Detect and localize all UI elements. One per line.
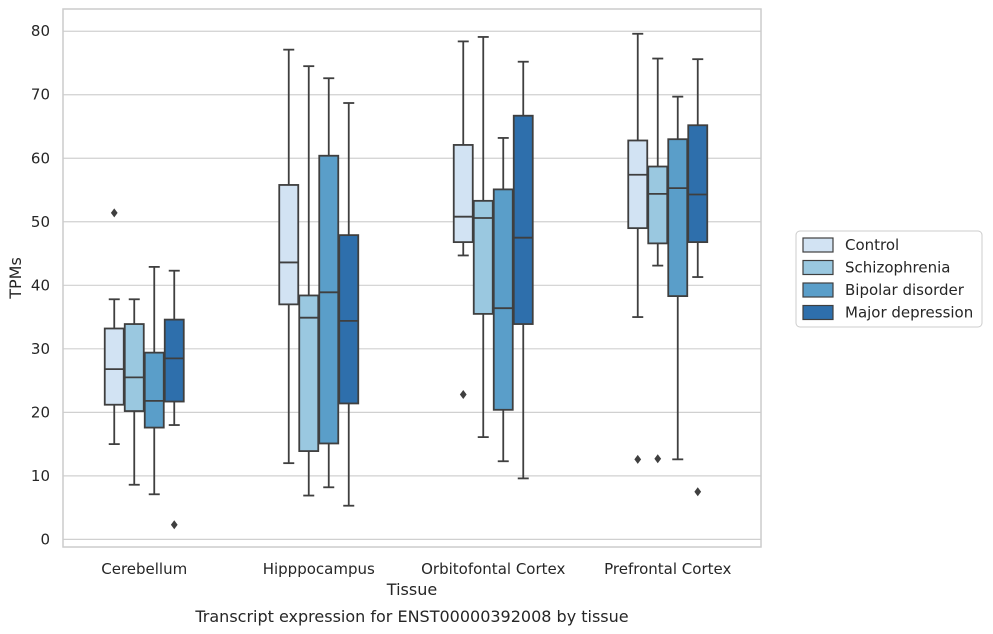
plot-frame: [62, 8, 762, 548]
box-major-depression: [163, 269, 185, 530]
x-tick-label: Prefrontal Cortex: [604, 560, 731, 578]
box-schizophrenia: [123, 298, 145, 486]
iqr-box: [667, 138, 689, 298]
x-axis-label: Tissue: [386, 580, 437, 599]
box-bipolar-disorder: [318, 77, 340, 489]
iqr-box: [278, 184, 300, 306]
x-tick-label: Orbitofontal Cortex: [421, 560, 565, 578]
iqr-box: [123, 323, 145, 412]
box-major-depression: [338, 102, 360, 507]
legend-swatch: [802, 282, 834, 298]
iqr-box: [103, 327, 125, 406]
box-control: [452, 40, 474, 400]
outlier-point: [459, 390, 467, 400]
iqr-box: [492, 188, 514, 411]
outlier-point: [170, 520, 178, 530]
legend: Control Schizophrenia Bipolar disorder Majo…: [795, 230, 983, 328]
boxes: [103, 32, 709, 530]
y-tick-label: 80: [31, 22, 50, 40]
iqr-box: [298, 294, 320, 452]
legend-frame: [795, 230, 983, 328]
box-control: [278, 48, 300, 465]
legend-label: Major depression: [845, 304, 973, 322]
outlier-point: [634, 454, 642, 464]
box-bipolar-disorder: [143, 265, 165, 496]
outlier-point: [110, 208, 118, 218]
y-tick-label: 70: [31, 86, 50, 104]
box-bipolar-disorder: [492, 137, 514, 463]
figure-caption: Transcript expression for ENST0000039200…: [194, 607, 628, 626]
y-tick-label: 30: [31, 340, 50, 358]
legend-label: Schizophrenia: [845, 259, 950, 277]
iqr-box: [647, 165, 669, 245]
iqr-box: [472, 199, 494, 315]
box-control: [627, 32, 649, 464]
x-tick-labels: Cerebellum Hipppocampus Orbitofontal Corte…: [101, 560, 731, 578]
iqr-box: [318, 154, 340, 445]
y-tick-labels: 0 10 20 30 40 50 60 70 80: [31, 22, 50, 548]
box-schizophrenia: [298, 65, 320, 497]
x-tick-label: Hipppocampus: [263, 560, 375, 578]
y-tick-label: 60: [31, 149, 50, 167]
legend-swatch: [802, 304, 834, 321]
iqr-box: [687, 124, 709, 244]
legend-items: Control Schizophrenia Bipolar disorder Majo…: [802, 236, 973, 322]
y-tick-label: 0: [40, 530, 50, 548]
legend-label: Control: [845, 236, 899, 254]
outlier-point: [654, 454, 662, 464]
iqr-box: [512, 114, 534, 325]
y-tick-label: 20: [31, 403, 50, 421]
legend-label: Bipolar disorder: [845, 281, 965, 299]
box-control: [103, 208, 125, 446]
y-axis-label: TPMs: [6, 257, 25, 300]
box-major-depression: [512, 60, 534, 480]
y-tick-label: 50: [31, 213, 50, 231]
box-schizophrenia: [472, 36, 494, 439]
box-schizophrenia: [647, 57, 669, 464]
box-major-depression: [687, 58, 709, 497]
gridlines: [63, 30, 761, 540]
y-tick-label: 10: [31, 467, 50, 485]
iqr-box: [627, 139, 649, 230]
legend-swatch: [802, 237, 834, 253]
outlier-point: [694, 487, 702, 497]
iqr-box: [338, 234, 360, 405]
iqr-box: [452, 144, 474, 244]
iqr-box: [143, 351, 165, 429]
legend-swatch: [802, 259, 834, 276]
box-bipolar-disorder: [667, 95, 689, 461]
iqr-box: [163, 318, 185, 403]
y-tick-label: 40: [31, 276, 50, 294]
x-tick-label: Cerebellum: [101, 560, 187, 578]
